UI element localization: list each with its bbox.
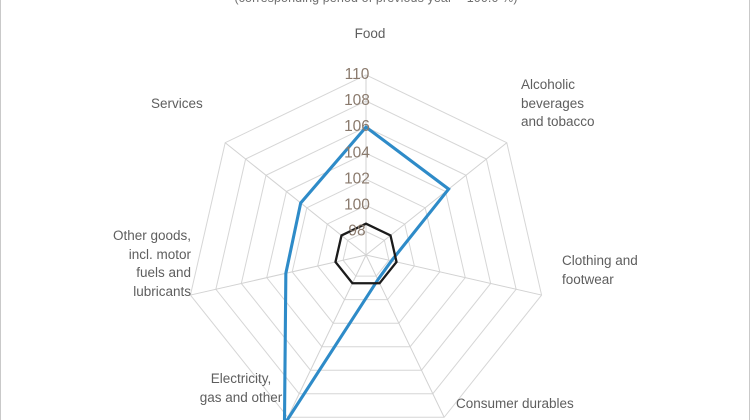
radial-tick-label-110: 110 (345, 66, 370, 83)
radial-tick-label-106: 106 (344, 118, 370, 135)
grid-ring-98 (342, 230, 390, 277)
axis-label-consumer-durables: Consumer durables (456, 396, 574, 411)
axis-spoke-5 (190, 254, 367, 296)
series-polygon-reference (334, 222, 398, 285)
radial-tick-label-98: 98 (348, 223, 365, 240)
grid-ring-104 (266, 152, 466, 348)
radar-axis-spokes (190, 74, 542, 418)
axis-spoke-2 (365, 254, 542, 296)
axis-label-alcoholic-beverages-and-tobacco: Alcoholic beverages and tobacco (521, 77, 595, 129)
radar-grid-rings (189, 74, 543, 418)
axis-spoke-4 (287, 254, 367, 418)
radial-tick-label-104: 104 (344, 144, 370, 161)
grid-ring-110 (189, 74, 543, 418)
axis-spoke-6 (224, 142, 367, 256)
series-polygon-current-period (282, 125, 451, 420)
chart-title: (corresponding period of previous year =… (1, 0, 749, 5)
grid-ring-108 (215, 100, 517, 395)
radar-series-layer (282, 125, 451, 420)
grid-ring-106 (240, 126, 492, 371)
axis-label-services: Services (151, 96, 203, 111)
radial-tick-label-100: 100 (344, 197, 370, 214)
axis-label-other-goods-incl-motor-fuels-and-lubricants: Other goods, incl. motor fuels and lubri… (112, 228, 191, 299)
axis-spoke-3 (365, 254, 445, 418)
radial-tick-label-102: 102 (344, 170, 370, 187)
axis-label-clothing-and-footwear: Clothing and footwear (562, 253, 638, 287)
axis-label-electricity-gas-and-other: Electricity, gas and other (199, 371, 283, 405)
radar-tick-labels: 110 108 106 104 102 100 98 (344, 66, 370, 240)
radial-tick-label-108: 108 (344, 92, 370, 109)
grid-ring-102 (291, 178, 441, 324)
axis-label-food: Food (354, 26, 386, 41)
axis-spoke-1 (365, 142, 508, 256)
